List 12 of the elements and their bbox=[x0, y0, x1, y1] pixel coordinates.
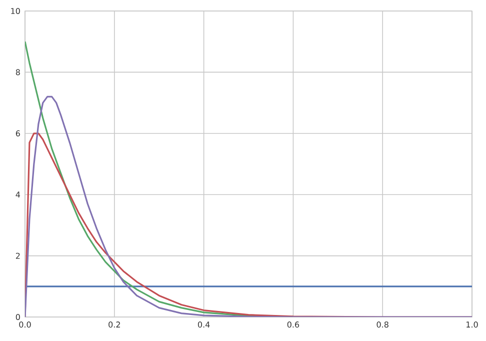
y-tick-label: 8 bbox=[16, 69, 20, 76]
x-tick-label: 0.4 bbox=[198, 322, 210, 328]
x-tick-label: 0.0 bbox=[19, 322, 31, 328]
y-tick-label: 6 bbox=[16, 130, 20, 136]
y-tick-label: 4 bbox=[16, 192, 20, 198]
y-tick-label: 0 bbox=[16, 314, 20, 320]
y-tick-label: 2 bbox=[16, 252, 20, 259]
x-tick-label: 1.0 bbox=[466, 322, 478, 328]
x-tick-label: 0.2 bbox=[108, 322, 120, 328]
y-tick-label: 10 bbox=[11, 8, 20, 14]
x-tick-label: 0.6 bbox=[287, 322, 300, 328]
x-tick-label: 0.8 bbox=[376, 322, 388, 328]
